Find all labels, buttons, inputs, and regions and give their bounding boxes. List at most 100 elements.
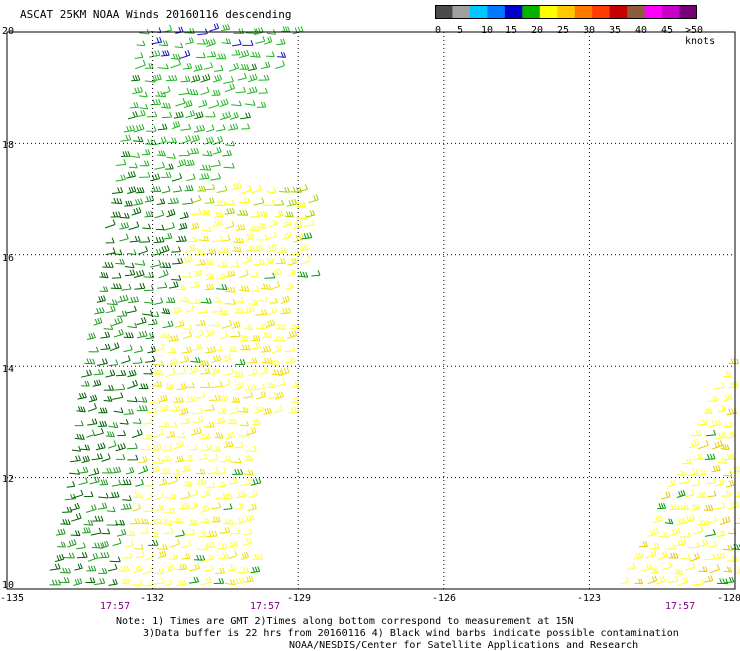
- wind-barb: [211, 381, 222, 388]
- wind-barb: [668, 553, 678, 558]
- wind-barb: [55, 554, 64, 561]
- wind-barb: [151, 518, 161, 524]
- wind-barb: [88, 468, 99, 476]
- wind-barb: [670, 528, 680, 535]
- wind-barb: [109, 579, 118, 585]
- wind-barb: [662, 562, 672, 570]
- wind-barb: [177, 368, 186, 374]
- wind-barb: [205, 198, 214, 204]
- wind-barb: [650, 543, 659, 549]
- wind-barb: [92, 516, 103, 521]
- wind-barb: [290, 397, 298, 402]
- y-tick-18: 18: [2, 140, 14, 151]
- wind-barb: [155, 162, 165, 169]
- wind-barb: [82, 456, 90, 463]
- wind-barb: [134, 270, 144, 278]
- wind-barb: [244, 470, 254, 475]
- wind-barb: [285, 283, 294, 289]
- wind-barb: [240, 335, 248, 340]
- wind-barb: [125, 540, 133, 547]
- wind-barb: [183, 481, 192, 487]
- wind-barb: [105, 220, 115, 228]
- wind-barb: [723, 471, 732, 476]
- wind-barb: [657, 503, 665, 508]
- wind-barb: [185, 245, 195, 254]
- wind-barb: [264, 37, 272, 45]
- wind-barb: [289, 406, 299, 413]
- wind-barb: [229, 541, 237, 547]
- wind-barb: [245, 576, 254, 582]
- wind-barb: [172, 121, 180, 129]
- wind-barb: [263, 408, 271, 414]
- wind-barb: [111, 283, 122, 288]
- wind-barb: [99, 272, 108, 278]
- wind-barb: [238, 567, 249, 573]
- wind-barb: [205, 405, 215, 411]
- wind-barb: [245, 245, 254, 251]
- wind-barb: [102, 262, 113, 267]
- wind-barb: [134, 124, 144, 132]
- wind-barb: [135, 52, 143, 58]
- wind-barb: [97, 358, 108, 365]
- wind-barb: [189, 148, 199, 154]
- wind-barb: [684, 515, 694, 524]
- wind-barb: [128, 323, 137, 328]
- wind-barb: [100, 332, 109, 338]
- wind-barb: [242, 185, 252, 194]
- wind-barb: [224, 441, 233, 447]
- wind-barb: [98, 503, 107, 510]
- wind-barb: [694, 526, 703, 534]
- wind-barb: [50, 564, 60, 571]
- wind-barb: [634, 579, 642, 584]
- wind-barb: [217, 261, 227, 266]
- wind-barb: [67, 481, 75, 487]
- wind-barb: [716, 432, 726, 439]
- wind-barb: [275, 210, 283, 217]
- wind-barb: [82, 528, 90, 533]
- wind-barb: [706, 430, 716, 436]
- wind-barb: [265, 257, 273, 264]
- wind-barb: [164, 233, 172, 239]
- wind-barb: [150, 174, 160, 181]
- wind-barb: [205, 112, 215, 117]
- wind-barb: [257, 235, 267, 240]
- wind-barb: [175, 320, 184, 327]
- wind-barb: [202, 151, 212, 156]
- wind-barb: [715, 479, 724, 486]
- wind-barb: [150, 399, 161, 404]
- wind-barb: [205, 137, 214, 145]
- wind-barb: [270, 220, 278, 227]
- wind-barb: [255, 383, 264, 390]
- wind-barb: [184, 100, 192, 108]
- wind-barb: [206, 329, 215, 337]
- wind-barb: [111, 467, 120, 473]
- wind-barb: [189, 520, 197, 525]
- wind-barb: [176, 236, 186, 242]
- wind-barb: [116, 454, 125, 459]
- wind-barb: [231, 528, 240, 534]
- wind-barb: [224, 504, 233, 510]
- y-tick-20: 20: [2, 26, 14, 37]
- wind-barb: [236, 224, 245, 230]
- wind-barb: [195, 330, 203, 338]
- wind-barb: [274, 405, 283, 413]
- wind-barb: [117, 529, 126, 536]
- wind-barb: [98, 552, 109, 558]
- wind-barb: [182, 465, 191, 471]
- wind-barb: [718, 458, 727, 463]
- wind-barb: [190, 502, 198, 510]
- wind-barb: [729, 382, 738, 388]
- wind-barb: [242, 40, 253, 45]
- wind-barb: [226, 432, 235, 439]
- wind-barb: [229, 346, 237, 352]
- wind-barb: [209, 454, 219, 461]
- wind-barb: [113, 538, 122, 545]
- wind-barb: [712, 441, 722, 449]
- wind-barb: [282, 232, 291, 239]
- wind-barb: [149, 50, 160, 57]
- wind-barb: [170, 406, 180, 411]
- wind-barb: [127, 397, 137, 402]
- wind-barb: [209, 395, 220, 400]
- wind-barb: [166, 493, 176, 498]
- wind-barb: [704, 576, 713, 583]
